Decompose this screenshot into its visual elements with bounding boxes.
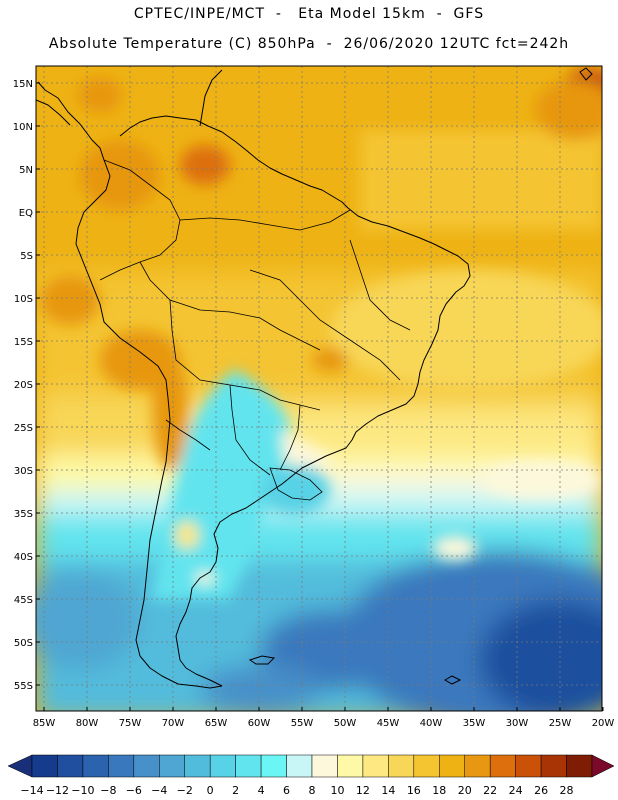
legend-swatch <box>413 754 440 778</box>
lat-label: 5N <box>19 165 33 176</box>
legend-tick-label: 16 <box>407 784 421 797</box>
lon-label: 25W <box>549 718 572 729</box>
chart-title-line1: CPTEC/INPE/MCT - Eta Model 15km - GFS <box>133 6 485 22</box>
legend-tick-label: −8 <box>100 784 116 797</box>
legend-swatch <box>311 754 338 778</box>
legend-swatch <box>337 754 364 778</box>
legend-swatch <box>57 754 84 778</box>
lat-label: 15N <box>13 79 33 90</box>
legend-tick-label: −14 <box>20 784 43 797</box>
legend-tick-label: 22 <box>483 784 497 797</box>
lon-label: 85W <box>33 718 56 729</box>
legend-tick-label: 10 <box>330 784 344 797</box>
legend-swatch <box>439 754 465 778</box>
lon-label: 80W <box>76 718 99 729</box>
lon-label: 65W <box>205 718 228 729</box>
legend-max-arrow <box>591 754 615 778</box>
lat-label: 15S <box>14 337 33 348</box>
legend-tick-label: 8 <box>309 784 316 797</box>
legend-tick-label: 18 <box>432 784 446 797</box>
legend-tick-label: 24 <box>509 784 523 797</box>
lon-label: 35W <box>463 718 486 729</box>
temperature-field <box>36 66 602 711</box>
legend-swatch <box>209 754 236 778</box>
lon-label: 55W <box>291 718 314 729</box>
legend-swatch <box>540 754 567 778</box>
lat-label: 40S <box>14 552 33 563</box>
legend-swatch <box>235 754 262 778</box>
islands <box>248 67 593 685</box>
legend-tick-label: 0 <box>207 784 214 797</box>
legend-swatch <box>133 754 160 778</box>
legend-swatch <box>464 754 491 778</box>
legend-tick-label: 2 <box>232 784 239 797</box>
legend-tick-label: −6 <box>126 784 142 797</box>
lat-label: 10S <box>14 294 33 305</box>
lat-label: 5S <box>20 251 33 262</box>
legend-tick-label: 28 <box>560 784 574 797</box>
lon-label: 60W <box>248 718 271 729</box>
legend-tick-label: 6 <box>283 784 290 797</box>
lat-label: 20S <box>14 380 33 391</box>
legend-swatch <box>82 754 109 778</box>
longitude-axis: 85W 80W 75W 70W 65W 60W 55W 50W 45W 40W 35W 30W 25W 2… <box>33 707 615 729</box>
country-borders <box>99 159 411 501</box>
lon-label: 20W <box>592 718 615 729</box>
legend-tick-label: −10 <box>71 784 94 797</box>
lat-label: 10N <box>13 122 33 133</box>
legend-swatch <box>159 754 185 778</box>
map-gridlines <box>36 66 602 711</box>
legend-swatch <box>388 754 415 778</box>
lon-label: 70W <box>162 718 185 729</box>
legend-swatch <box>286 754 313 778</box>
map-frame <box>35 65 603 712</box>
lon-label: 75W <box>119 718 142 729</box>
latitude-axis: 15N 10N 5N EQ 5S 10S 15S 20S 25S 30S 35S 40S 45S 50S 5… <box>13 79 40 692</box>
lon-label: 50W <box>334 718 357 729</box>
lat-label: 30S <box>14 466 33 477</box>
legend-swatch <box>515 754 542 778</box>
legend-swatch <box>566 754 593 778</box>
legend-tick-label: −2 <box>177 784 193 797</box>
legend-swatch <box>31 754 58 778</box>
lat-label: 45S <box>14 595 33 606</box>
lon-label: 30W <box>506 718 529 729</box>
chart-title-line2: Absolute Temperature (C) 850hPa - 26/06/… <box>48 36 570 52</box>
legend-swatch <box>184 754 211 778</box>
lat-label: 50S <box>14 638 33 649</box>
lat-label: 35S <box>14 509 33 520</box>
legend-swatch <box>260 754 287 778</box>
legend-swatch <box>489 754 516 778</box>
legend-min-arrow <box>7 754 33 778</box>
legend-tick-label: −12 <box>46 784 69 797</box>
legend-swatch <box>362 754 389 778</box>
lat-label: EQ <box>19 208 33 219</box>
legend-swatch <box>108 754 135 778</box>
legend-tick-label: −4 <box>151 784 167 797</box>
lon-label: 45W <box>377 718 400 729</box>
legend-tick-label: 4 <box>258 784 265 797</box>
legend-tick-label: 26 <box>534 784 548 797</box>
legend-tick-label: 14 <box>381 784 395 797</box>
legend-tick-label: 20 <box>458 784 472 797</box>
legend-tick-label: 12 <box>356 784 370 797</box>
lat-label: 55S <box>14 681 33 692</box>
lat-label: 25S <box>14 423 33 434</box>
coastlines <box>36 69 471 689</box>
lon-label: 40W <box>420 718 443 729</box>
